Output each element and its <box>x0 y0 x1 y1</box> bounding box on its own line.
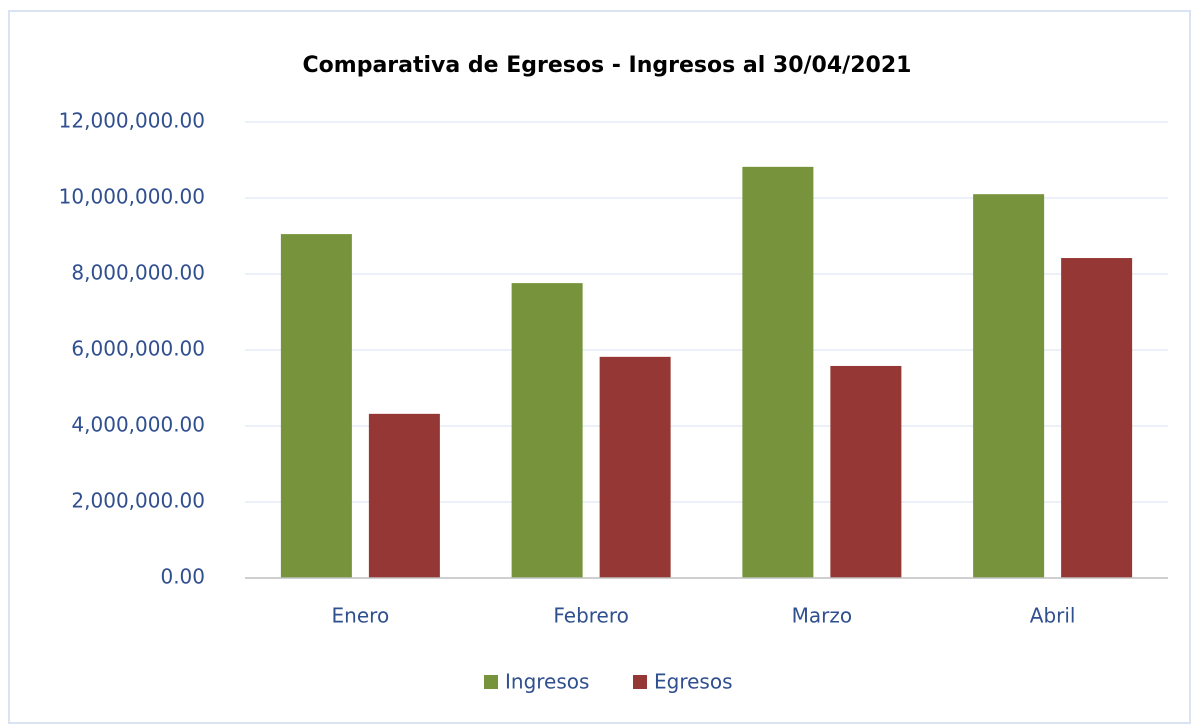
x-tick-label: Abril <box>1030 604 1076 628</box>
bar <box>511 283 583 578</box>
y-tick-label: 4,000,000.00 <box>71 413 205 437</box>
y-tick-label: 0.00 <box>160 565 205 589</box>
x-tick-label: Marzo <box>792 604 852 628</box>
bar <box>599 356 671 578</box>
bar <box>830 365 902 578</box>
y-tick-label: 12,000,000.00 <box>59 109 205 133</box>
y-tick-label: 8,000,000.00 <box>71 261 205 285</box>
legend-label: Ingresos <box>505 670 589 694</box>
y-tick-label: 10,000,000.00 <box>59 185 205 209</box>
bar <box>280 234 352 578</box>
legend-label: Egresos <box>654 670 733 694</box>
legend-swatch <box>484 675 498 689</box>
y-tick-label: 2,000,000.00 <box>71 489 205 513</box>
bar <box>973 194 1045 578</box>
chart-title: Comparativa de Egresos - Ingresos al 30/… <box>303 53 912 78</box>
x-tick-label: Febrero <box>553 604 629 628</box>
legend-swatch <box>633 675 647 689</box>
bar <box>368 413 440 578</box>
y-tick-label: 6,000,000.00 <box>71 337 205 361</box>
x-tick-label: Enero <box>332 604 390 628</box>
bar <box>1061 258 1133 578</box>
bar <box>742 166 814 578</box>
